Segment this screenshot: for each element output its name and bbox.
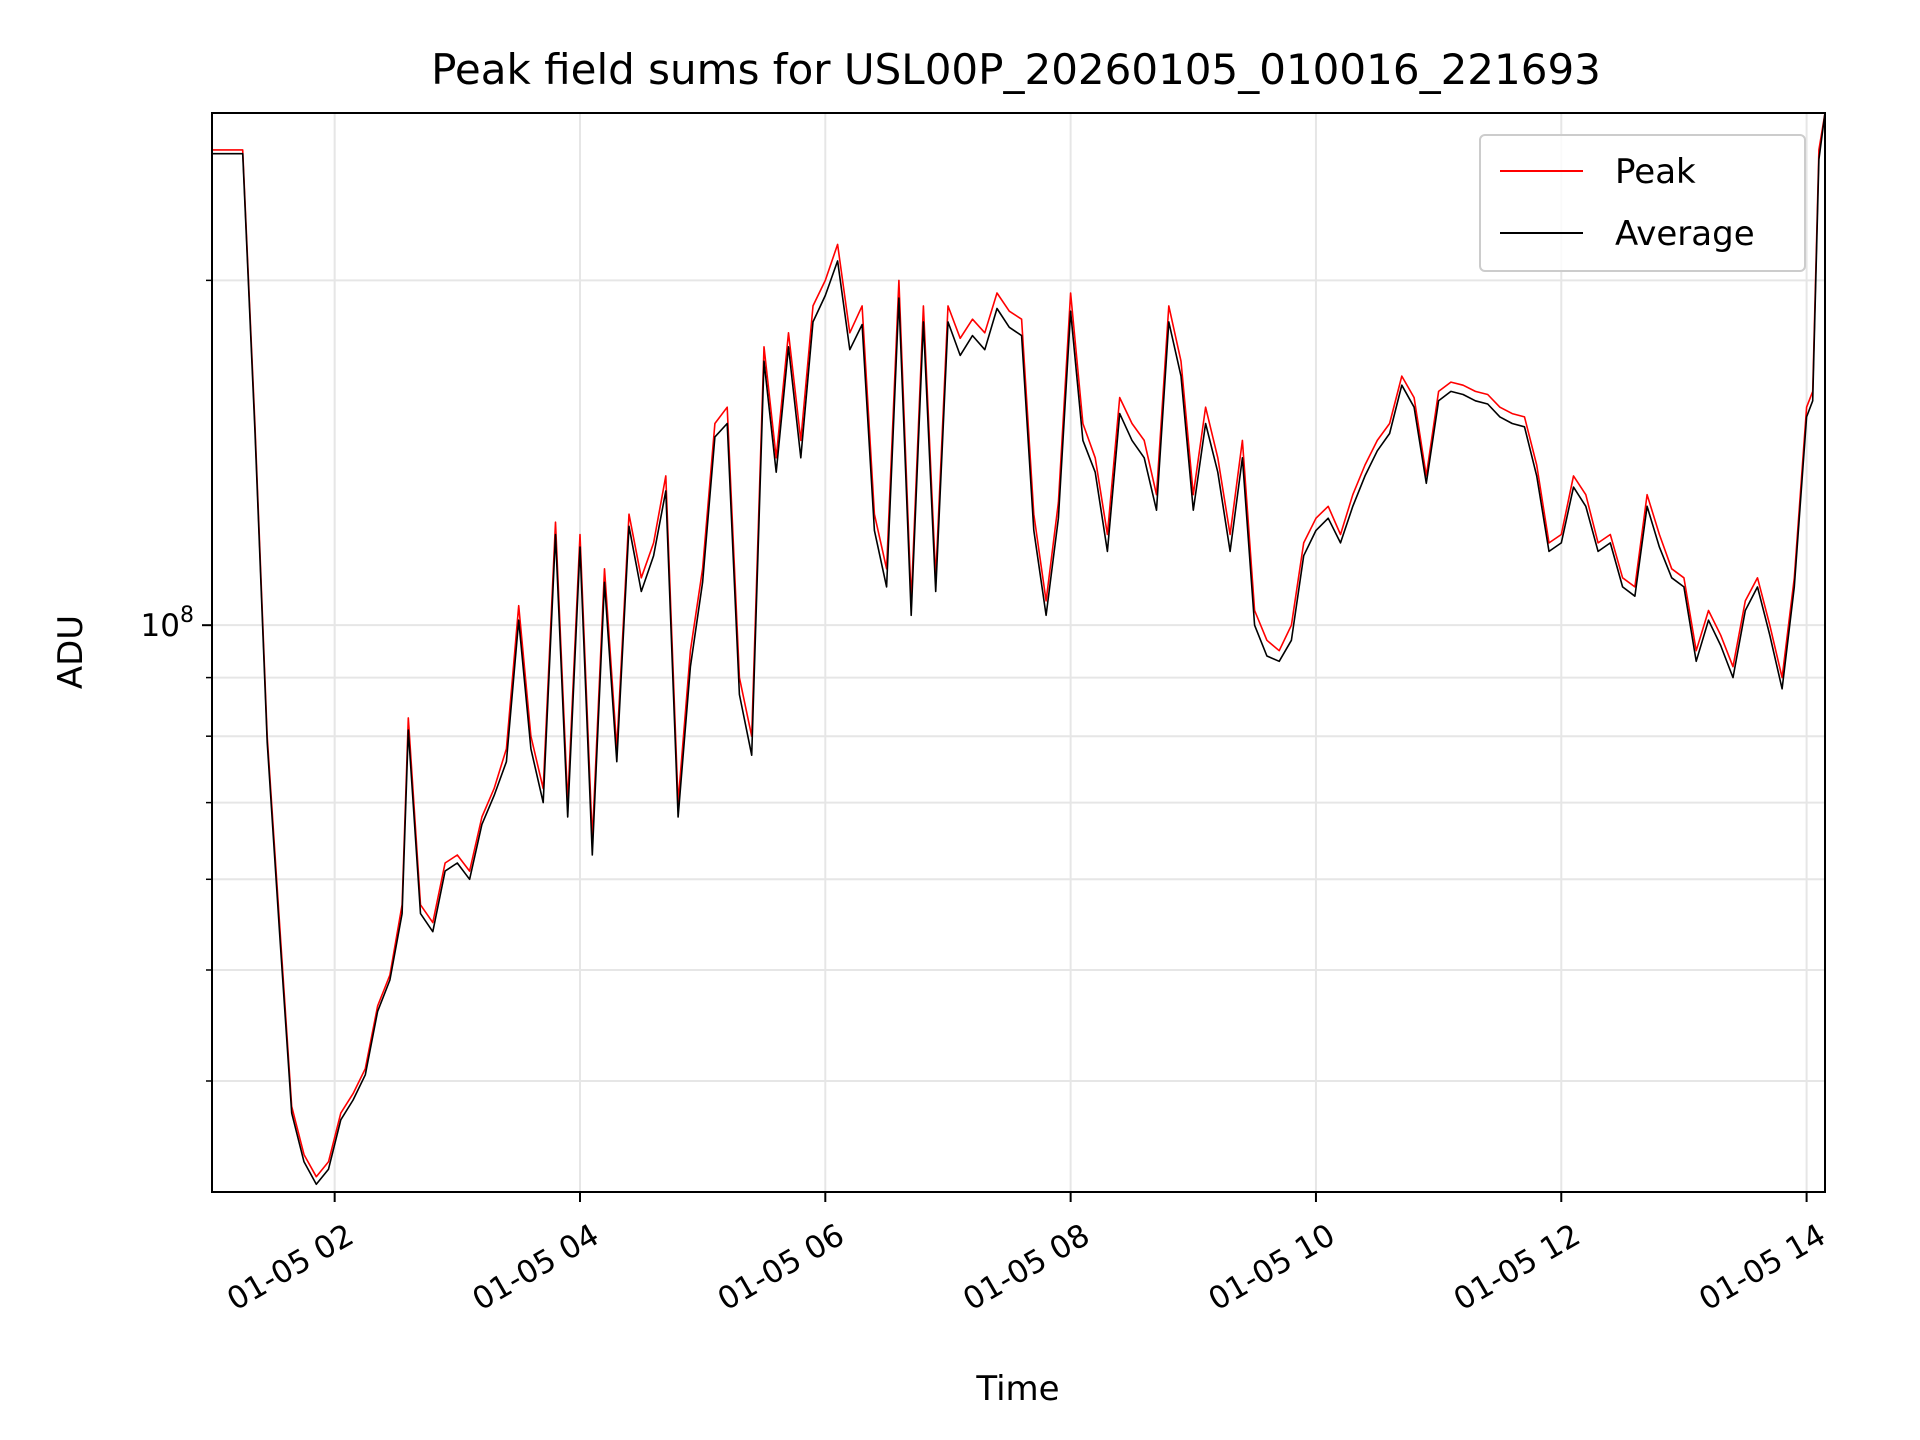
y-tick-label: 108 xyxy=(141,603,194,644)
series-line-peak xyxy=(212,112,1826,1178)
series-layer xyxy=(212,112,1826,1186)
plot-frame xyxy=(211,112,1826,1193)
legend-peak-label: Peak xyxy=(1615,152,1696,192)
series-line-average xyxy=(212,112,1826,1186)
legend-average-label: Average xyxy=(1615,214,1755,254)
y-axis-label: ADU xyxy=(51,615,91,689)
x-axis-label: Time xyxy=(975,1369,1059,1409)
y-axis-ticks: 108 xyxy=(141,279,212,1082)
legend-box xyxy=(1479,134,1806,272)
chart-title: Peak field sums for USL00P_20260105_0100… xyxy=(431,45,1601,94)
legend: Peak Average xyxy=(1479,134,1806,272)
grid xyxy=(212,113,1825,1192)
